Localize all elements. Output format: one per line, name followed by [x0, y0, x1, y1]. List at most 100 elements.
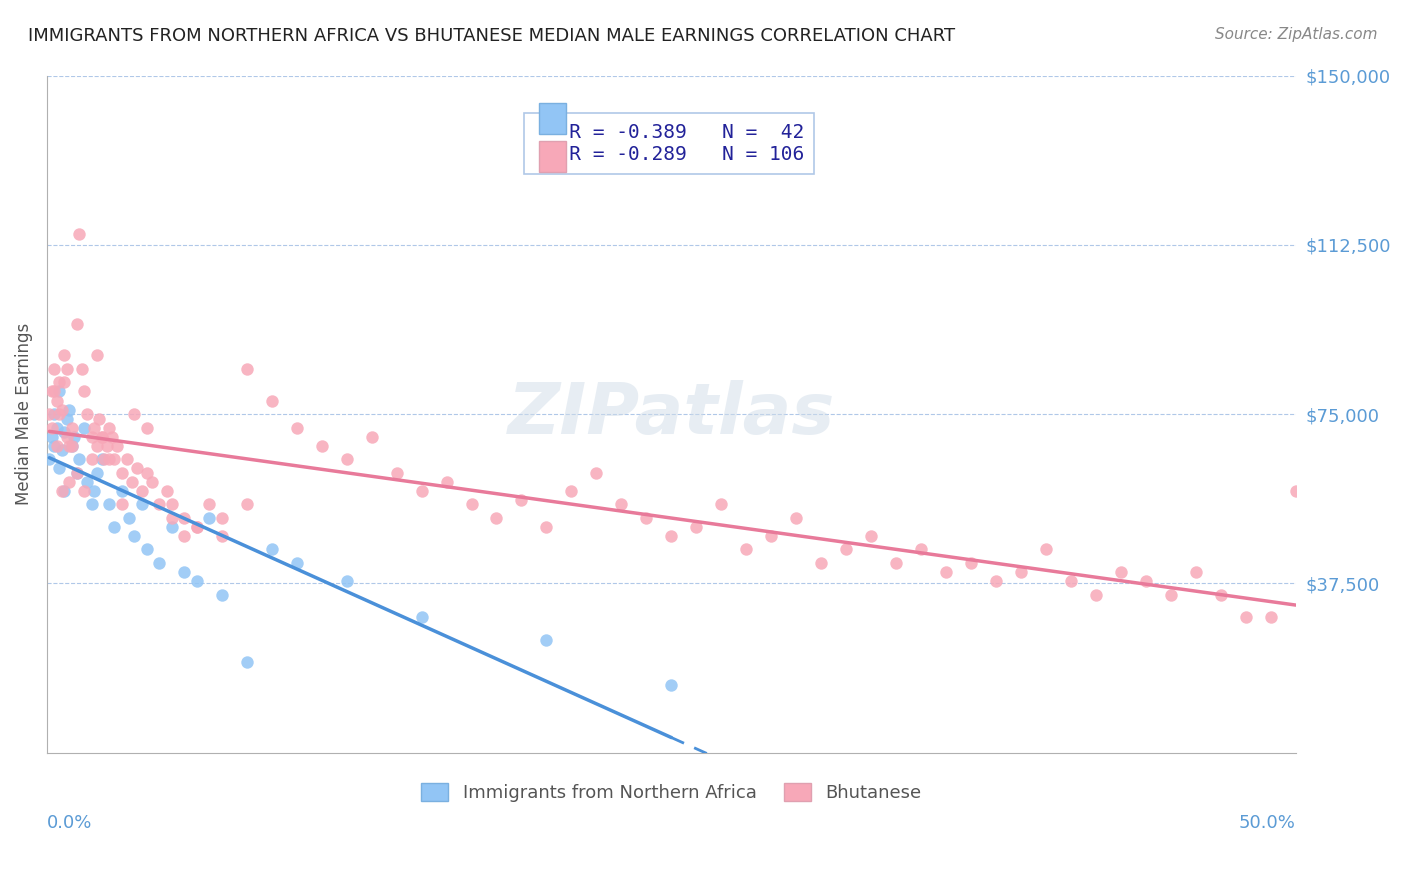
Y-axis label: Median Male Earnings: Median Male Earnings — [15, 323, 32, 505]
Point — [1185, 565, 1208, 579]
Point — [45, 420, 67, 434]
Point — [66, 317, 89, 331]
Point — [1234, 610, 1257, 624]
Point — [48, 407, 70, 421]
Point — [1160, 588, 1182, 602]
Point — [536, 520, 558, 534]
Point — [83, 483, 105, 498]
Point — [135, 542, 157, 557]
Point — [1010, 565, 1032, 579]
Point — [63, 429, 86, 443]
Point — [260, 542, 283, 557]
Point — [710, 497, 733, 511]
Point — [285, 420, 308, 434]
Point — [53, 376, 76, 390]
Point — [45, 393, 67, 408]
Point — [44, 384, 66, 399]
Point — [105, 439, 128, 453]
Point — [67, 227, 90, 241]
Point — [1135, 574, 1157, 588]
Point — [48, 376, 70, 390]
Point — [659, 678, 682, 692]
Point — [124, 529, 146, 543]
Point — [360, 429, 382, 443]
Point — [56, 429, 79, 443]
Point — [260, 393, 283, 408]
Point — [90, 429, 112, 443]
Point — [810, 556, 832, 570]
Point — [53, 348, 76, 362]
Point — [60, 420, 83, 434]
Point — [560, 483, 582, 498]
Point — [76, 475, 98, 489]
Point — [111, 497, 134, 511]
Point — [436, 475, 458, 489]
Point — [56, 362, 79, 376]
Point — [1084, 588, 1107, 602]
Point — [76, 407, 98, 421]
Point — [103, 520, 125, 534]
Point — [186, 574, 208, 588]
Point — [66, 466, 89, 480]
Point — [735, 542, 758, 557]
Point — [336, 574, 359, 588]
Point — [173, 529, 195, 543]
Point — [73, 384, 96, 399]
Point — [124, 407, 146, 421]
Point — [41, 384, 63, 399]
Point — [156, 483, 179, 498]
Text: 0.0%: 0.0% — [46, 814, 93, 831]
Point — [336, 452, 359, 467]
Point — [80, 429, 103, 443]
Point — [485, 511, 508, 525]
Point — [90, 452, 112, 467]
Point — [44, 362, 66, 376]
Point — [173, 511, 195, 525]
Point — [411, 483, 433, 498]
Point — [51, 402, 73, 417]
Legend: Immigrants from Northern Africa, Bhutanese: Immigrants from Northern Africa, Bhutane… — [412, 774, 931, 811]
Text: ZIPatlas: ZIPatlas — [508, 380, 835, 449]
Point — [385, 466, 408, 480]
Point — [86, 439, 108, 453]
Point — [60, 439, 83, 453]
Point — [98, 452, 121, 467]
Point — [66, 466, 89, 480]
Point — [198, 497, 221, 511]
Point — [135, 466, 157, 480]
Point — [96, 439, 118, 453]
Point — [211, 529, 233, 543]
Point — [884, 556, 907, 570]
Point — [51, 483, 73, 498]
Point — [1260, 610, 1282, 624]
Point — [41, 429, 63, 443]
Point — [285, 556, 308, 570]
Point — [460, 497, 482, 511]
Point — [41, 420, 63, 434]
Point — [235, 655, 257, 669]
Point — [935, 565, 957, 579]
Point — [38, 452, 60, 467]
Point — [610, 497, 633, 511]
Point — [984, 574, 1007, 588]
Point — [58, 475, 80, 489]
Point — [58, 402, 80, 417]
Point — [53, 425, 76, 439]
Point — [160, 511, 183, 525]
Point — [73, 420, 96, 434]
Point — [785, 511, 807, 525]
Point — [585, 466, 607, 480]
Point — [636, 511, 658, 525]
Point — [173, 565, 195, 579]
Point — [235, 362, 257, 376]
Point — [1285, 483, 1308, 498]
Point — [835, 542, 858, 557]
Point — [83, 420, 105, 434]
Point — [80, 497, 103, 511]
Point — [148, 556, 170, 570]
Point — [536, 632, 558, 647]
Point — [186, 520, 208, 534]
Point — [135, 420, 157, 434]
Point — [90, 429, 112, 443]
Point — [659, 529, 682, 543]
